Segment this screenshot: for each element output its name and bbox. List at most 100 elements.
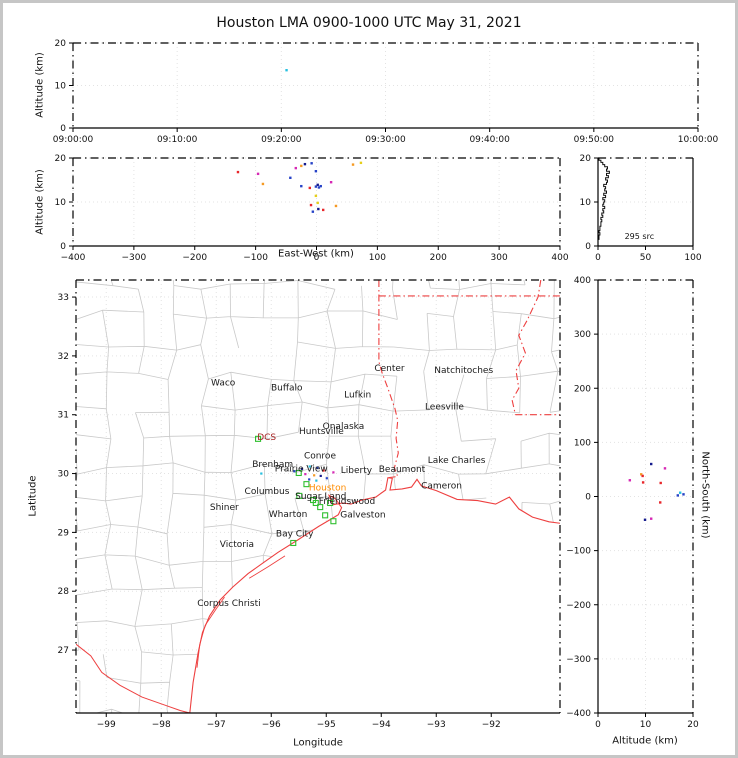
scatter-point bbox=[308, 186, 312, 190]
gulf-water bbox=[189, 477, 560, 713]
tick-label: 10 bbox=[55, 82, 67, 92]
tick-label: 300 bbox=[574, 330, 591, 340]
scatter-point bbox=[303, 162, 307, 166]
scatter-point bbox=[641, 481, 645, 484]
scatter-point bbox=[332, 471, 335, 474]
tick-label: 29 bbox=[58, 528, 70, 538]
city-label: Victoria bbox=[220, 540, 254, 550]
scatter-point bbox=[310, 162, 313, 165]
tick-label: −98 bbox=[152, 720, 171, 730]
xlabel-map: Longitude bbox=[293, 737, 343, 749]
ylabel-ns-height: North-South (km) bbox=[699, 451, 711, 539]
tick-label: 28 bbox=[58, 587, 70, 597]
panel-time-height: 09:00:00 09:10:00 09:20:00 09:30:00 09:40:00… bbox=[53, 39, 719, 145]
scatter-point bbox=[628, 479, 632, 482]
tick-label: 0 bbox=[595, 720, 601, 730]
scatter-point bbox=[316, 201, 319, 205]
tick-label: −97 bbox=[207, 720, 226, 730]
city-label: Center bbox=[374, 364, 405, 374]
ticks: −400 −300 −200 −100 0 100 200 300 400 0 10 20 bbox=[55, 154, 569, 263]
city-label: Galveston bbox=[340, 511, 385, 521]
tick-label: −400 bbox=[566, 709, 591, 719]
city-label: Prairie View bbox=[275, 464, 328, 474]
histogram-profile bbox=[598, 158, 610, 246]
tick-label: −400 bbox=[61, 253, 86, 263]
scatter-point bbox=[351, 163, 355, 166]
tick-label: 09:30:00 bbox=[365, 135, 406, 145]
scatter-point bbox=[316, 466, 319, 469]
scatter-point bbox=[676, 494, 679, 497]
scatter-point bbox=[304, 473, 307, 476]
ylabel-ew-height: Altitude (km) bbox=[34, 169, 46, 235]
tick-label: 50 bbox=[640, 253, 652, 263]
tick-label: 0 bbox=[314, 253, 320, 263]
scatter-point bbox=[285, 69, 288, 72]
scatter-point bbox=[329, 181, 333, 184]
scatter-point bbox=[236, 170, 240, 174]
tick-label: 31 bbox=[58, 411, 69, 421]
city-label: Buffalo bbox=[271, 384, 303, 394]
scatter-point bbox=[659, 501, 662, 504]
city-label: Lake Charles bbox=[428, 456, 486, 466]
scatter-point bbox=[309, 203, 313, 207]
tick-label: 10 bbox=[580, 198, 592, 208]
plot-area: 0 10 20 −400 −300 −200 −100 0 100 200 300 400 bbox=[566, 276, 699, 730]
scatter-point bbox=[319, 474, 322, 478]
state-border bbox=[378, 280, 399, 479]
source-count-label: 295 src bbox=[625, 232, 655, 241]
panel-east-west-cross-section: −400 −300 −200 −100 0 100 200 300 400 0 10 20 bbox=[55, 154, 569, 263]
scatter-point bbox=[314, 170, 318, 173]
scatter-point bbox=[300, 184, 303, 188]
tick-label: −96 bbox=[262, 720, 281, 730]
ylabel-time-height: Altitude (km) bbox=[34, 52, 46, 118]
tick-label: −100 bbox=[243, 253, 268, 263]
tick-label: −200 bbox=[182, 253, 207, 263]
plot-area: 09:00:00 09:10:00 09:20:00 09:30:00 09:40:00… bbox=[53, 39, 719, 145]
scatter-point bbox=[314, 194, 318, 198]
tick-label: −99 bbox=[97, 720, 116, 730]
tick-label: 100 bbox=[369, 253, 386, 263]
scatter-point bbox=[293, 470, 296, 473]
plot-area: 295 src 0 50 100 0 10 20 bbox=[580, 154, 702, 263]
barrier-island bbox=[196, 596, 225, 668]
tick-label: 0 bbox=[585, 493, 591, 503]
lma-station-marker bbox=[327, 499, 334, 507]
scatter-point bbox=[650, 517, 653, 520]
city-label: Shiner bbox=[210, 503, 239, 513]
lma-station-marker bbox=[295, 469, 302, 477]
tick-label: 0 bbox=[60, 242, 66, 252]
tick-label: −95 bbox=[317, 720, 336, 730]
scatter-point bbox=[682, 493, 685, 496]
lma-station-marker bbox=[290, 539, 297, 547]
scatter-point bbox=[308, 465, 311, 468]
tick-label: −92 bbox=[482, 720, 501, 730]
scatter-point bbox=[678, 491, 682, 494]
data-layer bbox=[628, 462, 685, 521]
tick-label: 10:00:00 bbox=[678, 135, 719, 145]
xlabel-ns-height: Altitude (km) bbox=[612, 735, 678, 747]
scatter-point bbox=[650, 462, 653, 466]
tick-label: −200 bbox=[566, 601, 591, 611]
tick-label: 33 bbox=[58, 293, 69, 303]
city-label: Cameron bbox=[421, 481, 462, 491]
tick-label: 30 bbox=[58, 470, 70, 480]
tick-label: 200 bbox=[430, 253, 447, 263]
tick-label: −100 bbox=[566, 547, 591, 557]
scatter-point bbox=[317, 186, 321, 189]
city-label: Wharton bbox=[269, 510, 308, 520]
panel-source-histogram: 295 src 0 50 100 0 10 20 bbox=[580, 154, 702, 263]
tick-label: 20 bbox=[580, 154, 592, 164]
tick-label: 100 bbox=[574, 438, 591, 448]
coastline bbox=[189, 477, 560, 713]
scatter-point bbox=[300, 467, 304, 470]
tick-label: 0 bbox=[60, 124, 66, 134]
tick-label: 09:20:00 bbox=[261, 135, 302, 145]
tick-label: −93 bbox=[427, 720, 446, 730]
panel-north-south-cross-section: 0 10 20 −400 −300 −200 −100 0 100 200 300 400 bbox=[566, 276, 699, 730]
tick-label: −94 bbox=[372, 720, 391, 730]
tick-label: 20 bbox=[687, 720, 699, 730]
tick-label: 300 bbox=[491, 253, 508, 263]
lma-station-marker bbox=[303, 481, 310, 488]
scatter-point bbox=[317, 207, 320, 211]
lma-station-marker bbox=[330, 518, 337, 525]
